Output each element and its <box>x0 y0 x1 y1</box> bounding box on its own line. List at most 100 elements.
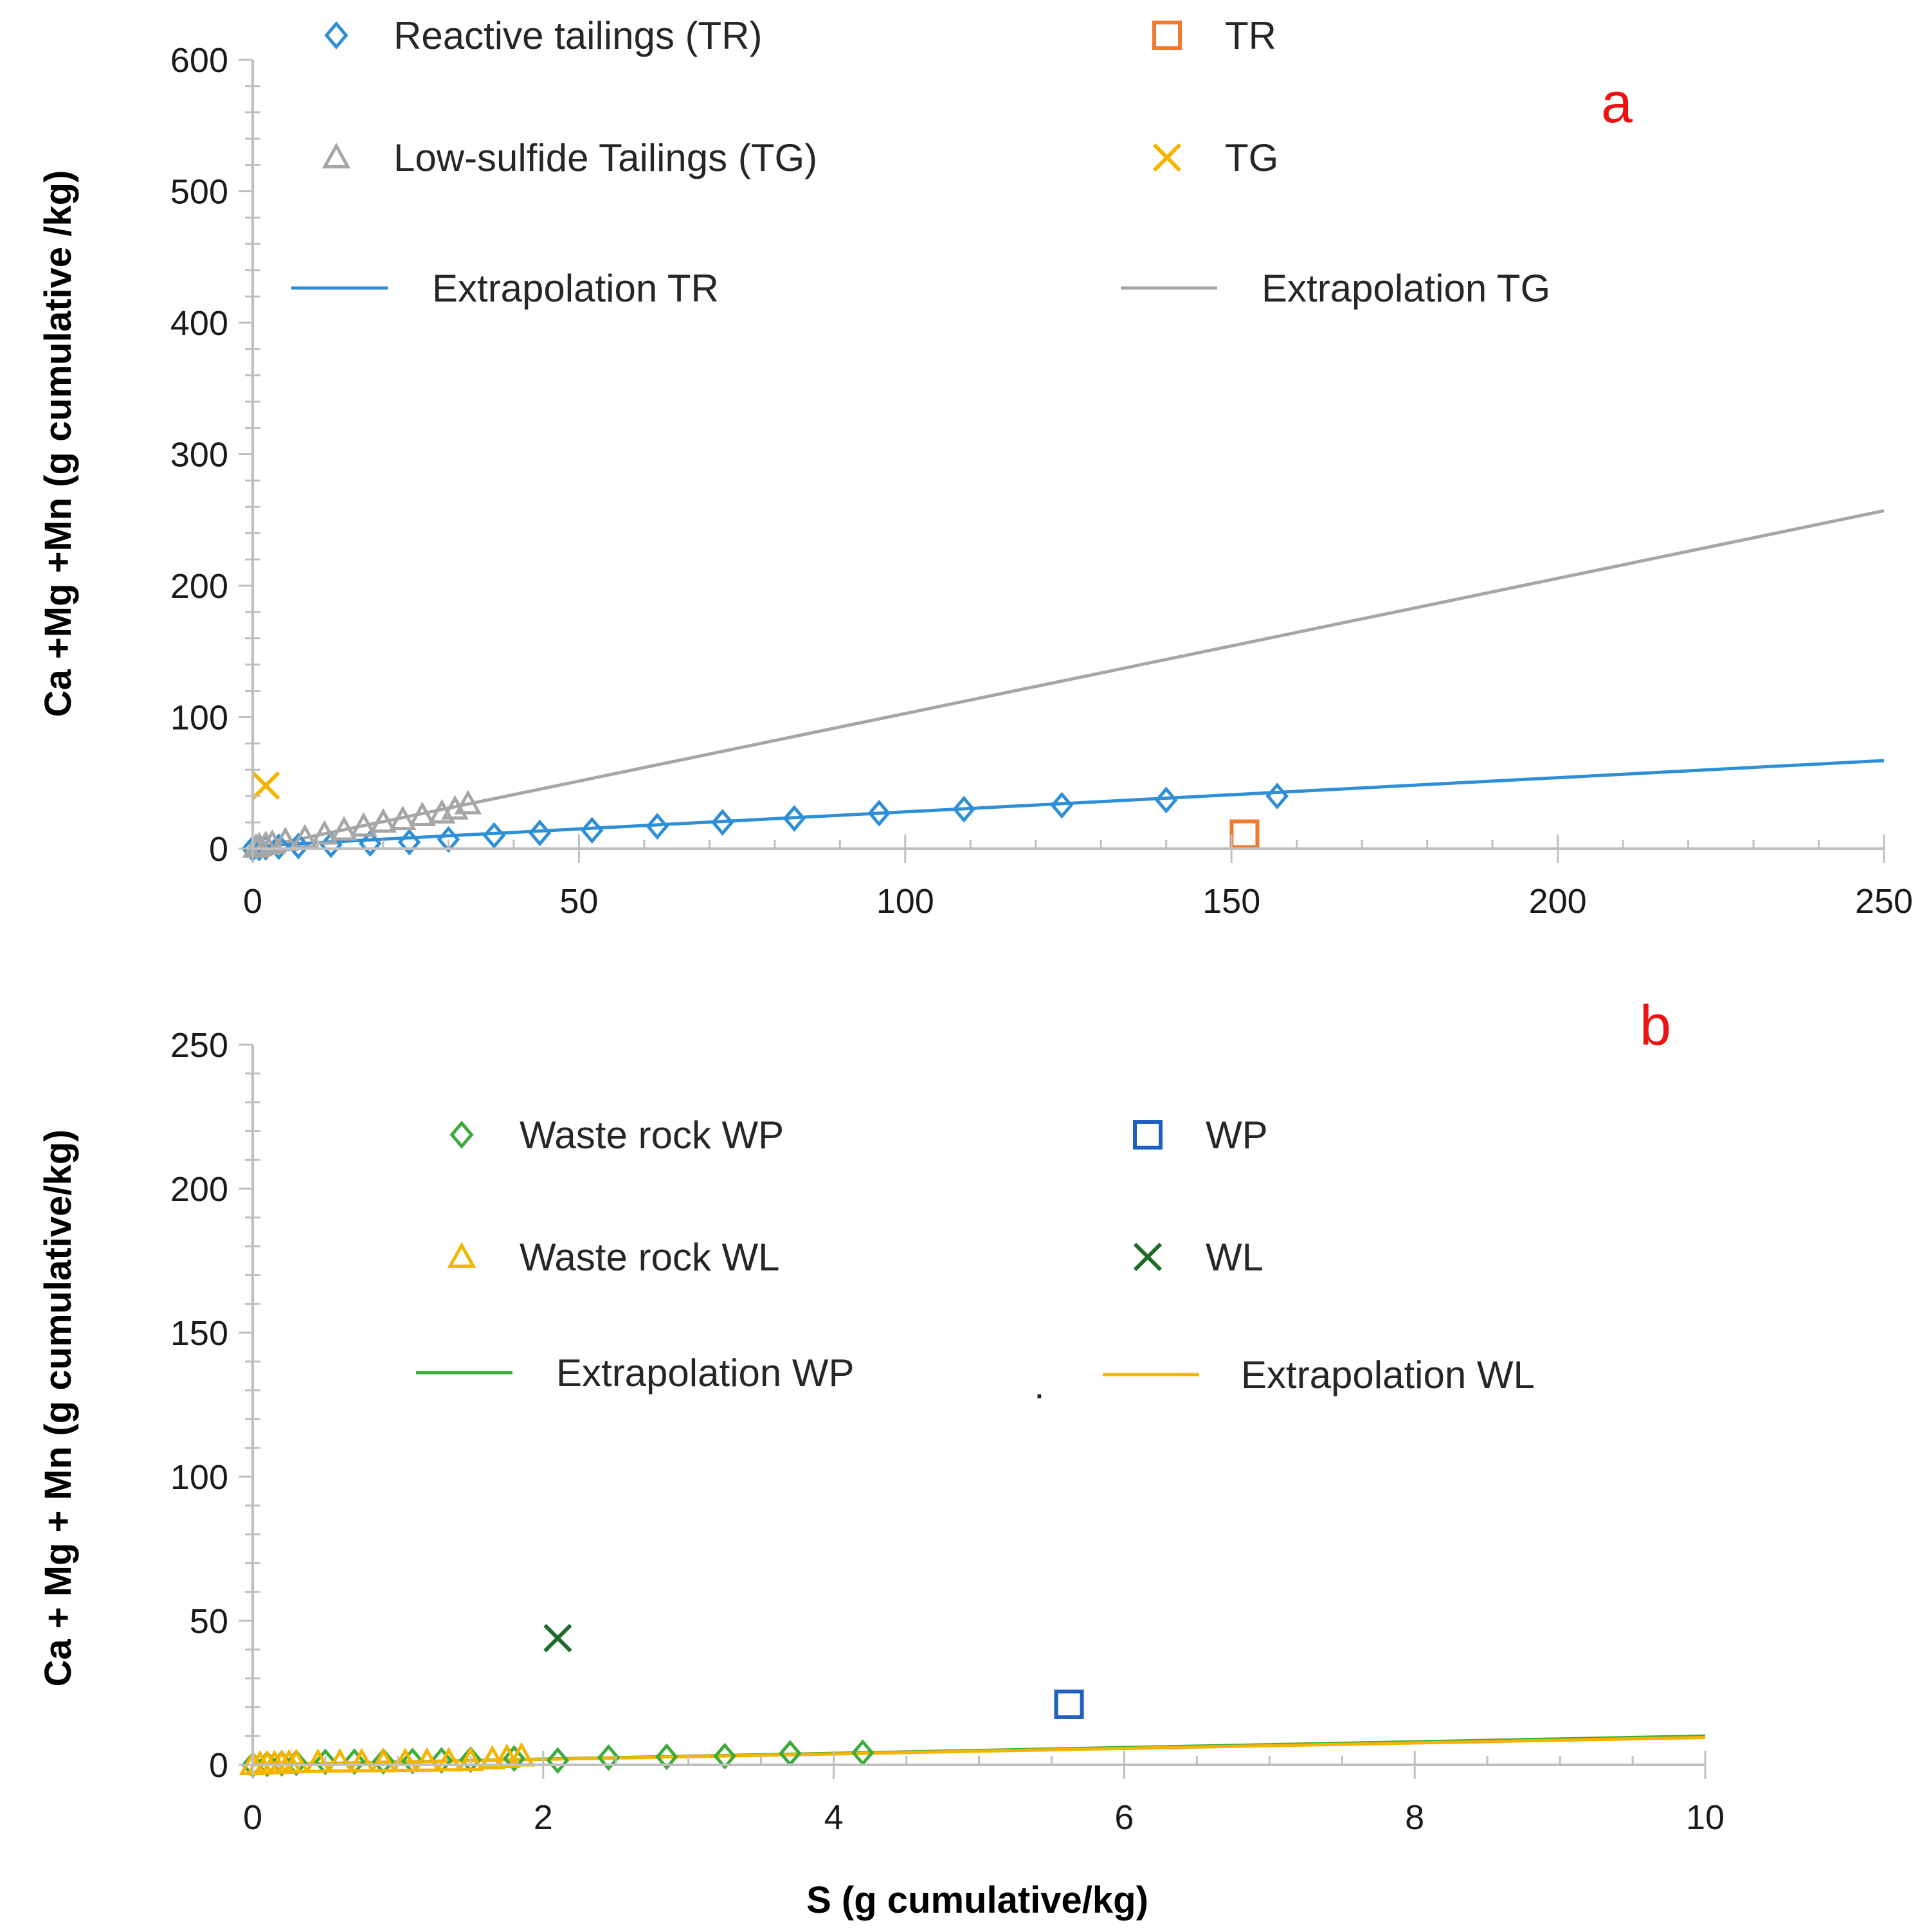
b-y-tick-label: 200 <box>170 1170 228 1209</box>
a-reactive-tailings-tr-point <box>952 795 975 823</box>
b-waste-rock-wp-point <box>285 1749 308 1776</box>
b-waste-rock-wl-point <box>435 1747 463 1772</box>
b-x-tick-label: 10 <box>1686 1798 1725 1837</box>
a-legend-label-reactive-tailings-tr: Reactive tailings (TR) <box>394 14 763 57</box>
a-x-tick-label: 200 <box>1529 882 1587 921</box>
b-legend-swatch-waste-rock-wp <box>449 1121 474 1149</box>
b-legend-swatch-wp <box>1133 1120 1163 1150</box>
a-y-tick-label: 300 <box>170 436 228 474</box>
a-legend-label-low-sulfide-tailings-tg: Low-sulfide Tailings (TG) <box>394 136 817 179</box>
a-x-tick-label: 250 <box>1855 882 1913 921</box>
b-y-tick-label: 150 <box>170 1314 228 1353</box>
b-legend-label-waste-rock-wp: Waste rock WP <box>520 1114 784 1157</box>
b-waste-rock-wl-point <box>457 1746 485 1771</box>
b-waste-rock-wl-point <box>348 1747 376 1773</box>
a-y-tick-label: 0 <box>209 830 228 869</box>
a-reactive-tailings-tr-point <box>783 805 806 832</box>
b-legend-item-wl: WL <box>1133 1236 1263 1279</box>
a-legend-label-tr: TR <box>1225 14 1276 57</box>
b-waste-rock-wl-point <box>282 1748 311 1773</box>
a-legend-label-tg: TG <box>1225 136 1278 179</box>
b-waste-rock-wp-point <box>655 1743 678 1771</box>
a-x-tick-label: 150 <box>1202 882 1260 921</box>
b-legend-item-waste-rock-wp: Waste rock WP <box>449 1114 784 1157</box>
a-low-sulfide-tailings-tg-point <box>311 820 338 845</box>
b-legend-swatch-waste-rock-wl <box>447 1241 476 1268</box>
panel-a-label: a <box>1601 71 1633 134</box>
b-legend-label-wp: WP <box>1206 1114 1268 1157</box>
panel-b-chart: 0 50 100 150 200 250 0 2 4 6 8 10 b Ca + Mg + Mn (g… <box>37 993 1725 1921</box>
a-reactive-tailings-tr-point <box>437 826 460 853</box>
panel-a-y-axis-title: Ca +Mg +Mn (g cumulative /kg) <box>37 170 79 718</box>
b-legend-swatch-wl <box>1133 1242 1163 1272</box>
b-waste-rock-wl-point <box>326 1747 354 1773</box>
b-legend-item-extrapolation-wl: Extrapolation WL <box>1103 1353 1535 1396</box>
b-legend-item-waste-rock-wl: Waste rock WL <box>447 1236 780 1279</box>
a-low-sulfide-tailings-tg-point <box>350 812 377 837</box>
panel-b-x-axis-title: S (g cumulative/kg) <box>806 1879 1148 1921</box>
panel-a-chart: 0 100 200 300 400 500 600 0 50 100 150 200 250 a Ca … <box>37 14 1913 921</box>
a-low-sulfide-tailings-tg-point <box>330 816 358 841</box>
b-waste-rock-wl-point <box>493 1743 521 1768</box>
a-legend-swatch-reactive-tailings-tr <box>324 21 349 50</box>
b-waste-rock-wp-point <box>430 1747 453 1774</box>
a-y-tick-label: 600 <box>170 41 228 80</box>
b-y-tick-label: 100 <box>170 1458 228 1497</box>
a-extrapolation-tg-line <box>252 509 1885 851</box>
b-waste-rock-wp-point <box>314 1748 337 1776</box>
a-y-tick-label: 400 <box>170 304 228 343</box>
panel-a-legend: Reactive tailings (TR) Low-sulfide Tailin… <box>291 14 1550 310</box>
b-wl-point <box>543 1623 572 1653</box>
a-reactive-tailings-tr-point <box>320 831 343 858</box>
b-x-tick-label: 8 <box>1405 1798 1424 1837</box>
b-y-tick-label: 50 <box>190 1602 228 1641</box>
stray-dot-mark: . <box>1034 1364 1045 1407</box>
a-x-tick-label: 100 <box>876 882 934 921</box>
b-waste-rock-wp-point <box>401 1747 424 1775</box>
a-legend-item-tr: TR <box>1152 14 1276 57</box>
b-waste-rock-wl-point <box>478 1744 506 1770</box>
a-reactive-tailings-tr-point <box>528 819 552 847</box>
a-legend-item-low-sulfide-tailings-tg: Low-sulfide Tailings (TG) <box>322 136 817 179</box>
b-waste-rock-wp-point <box>343 1748 366 1775</box>
panel-b-label: b <box>1640 993 1671 1057</box>
b-waste-rock-wp-point <box>713 1742 736 1770</box>
b-legend-label-waste-rock-wl: Waste rock WL <box>520 1236 780 1279</box>
a-reactive-tailings-tr-point <box>867 799 891 827</box>
a-reactive-tailings-tr-point <box>358 829 382 857</box>
b-legend-label-extrapolation-wp: Extrapolation WP <box>556 1351 855 1395</box>
b-waste-rock-wl-point <box>304 1748 332 1773</box>
a-reactive-tailings-tr-point <box>482 822 506 849</box>
a-reactive-tailings-tr-point <box>397 828 421 856</box>
a-legend-swatch-low-sulfide-tailings-tg <box>322 142 351 168</box>
a-tg-point <box>251 771 280 800</box>
a-low-sulfide-tailings-tg-point <box>389 805 417 831</box>
a-legend-label-extrapolation-tr: Extrapolation TR <box>432 267 719 310</box>
b-y-tick-label: 0 <box>209 1746 228 1785</box>
b-waste-rock-wl-point <box>370 1747 397 1773</box>
a-reactive-tailings-tr-point <box>1265 782 1289 810</box>
b-legend-item-extrapolation-wp: Extrapolation WP <box>416 1351 855 1395</box>
a-legend-item-extrapolation-tg: Extrapolation TG <box>1121 267 1550 310</box>
a-tr-point <box>1229 819 1260 849</box>
b-y-tick-label: 250 <box>170 1026 228 1065</box>
a-y-tick-label: 100 <box>170 699 228 737</box>
a-legend-swatch-tg <box>1152 143 1182 172</box>
a-low-sulfide-tailings-tg-point <box>408 801 437 826</box>
b-waste-rock-wp-point <box>502 1745 526 1773</box>
a-low-sulfide-tailings-tg-point <box>369 808 397 833</box>
a-legend-item-extrapolation-tr: Extrapolation TR <box>291 267 719 310</box>
a-reactive-tailings-tr-point <box>646 813 669 840</box>
a-y-tick-label: 500 <box>170 173 228 212</box>
b-waste-rock-wl-point <box>391 1747 419 1773</box>
a-low-sulfide-tailings-tg-point <box>454 790 482 815</box>
b-legend-label-extrapolation-wl: Extrapolation WL <box>1241 1353 1535 1396</box>
b-x-tick-label: 4 <box>824 1798 844 1837</box>
b-waste-rock-wp-point <box>372 1747 395 1775</box>
b-legend-label-wl: WL <box>1206 1236 1263 1279</box>
a-low-sulfide-tailings-tg-point <box>291 824 319 849</box>
a-x-tick-label: 0 <box>243 882 262 921</box>
b-x-tick-label: 2 <box>534 1798 553 1837</box>
a-legend-label-extrapolation-tg: Extrapolation TG <box>1262 267 1550 310</box>
